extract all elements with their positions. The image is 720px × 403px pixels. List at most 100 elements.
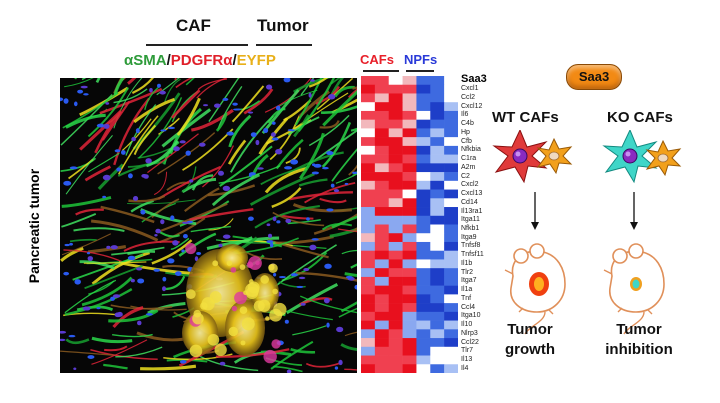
stain-marker-2: PDGFRα: [170, 52, 233, 69]
heatmap-cell: [430, 128, 445, 138]
heatmap-cell: [361, 320, 376, 330]
ko-outcome-line2: inhibition: [605, 341, 673, 358]
gene-label: Itga9: [461, 233, 477, 241]
gene-label: Tnfsf11: [461, 251, 484, 259]
heatmap-cell: [444, 224, 458, 234]
heatmap-cell: [374, 320, 390, 330]
heatmap-cell: [430, 224, 445, 234]
heatmap-cell: [416, 207, 431, 217]
gene-label: Cd14: [461, 198, 478, 206]
heatmap-cell: [402, 329, 417, 339]
gene-label: Il6: [461, 111, 469, 119]
gene-label: C1ra: [461, 155, 477, 163]
heatmap-cell: [430, 172, 445, 182]
heatmap-cell: [361, 233, 376, 243]
group-label-cafs: CAFs: [360, 52, 394, 67]
heatmap-cell: [444, 189, 458, 199]
tumor-header-rule: [256, 44, 312, 46]
gene-label: Saa3: [461, 73, 487, 85]
heatmap-cell: [374, 346, 390, 356]
pancreatic-tumor-micrograph: [60, 78, 357, 373]
heatmap-cell: [444, 285, 458, 295]
heatmap-cell: [388, 93, 403, 103]
heatmap-cell: [444, 338, 458, 348]
cafs-group-rule: [363, 70, 399, 72]
heatmap-cell: [374, 311, 390, 321]
heatmap-cell: [361, 346, 376, 356]
gene-label: Cxcl12: [461, 102, 483, 110]
heatmap-cell: [388, 76, 403, 86]
gene-label: Ccl2: [461, 93, 476, 101]
heatmap-cell: [374, 285, 390, 295]
heatmap-cell: [430, 145, 445, 155]
heatmap-cell: [402, 364, 417, 373]
heatmap-cell: [444, 276, 458, 286]
heatmap-cell: [430, 303, 445, 313]
heatmap-cell: [416, 145, 431, 155]
heatmap-cell: [388, 364, 403, 373]
gene-label: Tlr2: [461, 268, 474, 276]
heatmap-cell: [361, 224, 376, 234]
heatmap-cell: [430, 346, 445, 356]
heatmap-cell: [388, 233, 403, 243]
heatmap-cell: [388, 198, 403, 208]
heatmap-cell: [374, 207, 390, 217]
heatmap-cell: [430, 276, 445, 286]
heatmap-cell: [430, 102, 445, 112]
heatmap-cell: [430, 241, 445, 252]
heatmap-cell: [374, 102, 390, 112]
heatmap-cell: [402, 250, 417, 260]
heatmap-cell: [430, 355, 445, 365]
heatmap-cell: [388, 355, 403, 365]
heatmap-cell: [430, 163, 445, 173]
heatmap-cell: [388, 180, 403, 190]
heatmap-cell: [374, 294, 390, 304]
heatmap-cell: [361, 128, 376, 138]
heatmap-cell: [416, 84, 431, 94]
heatmap-cell: [444, 119, 458, 129]
heatmap-cell: [430, 110, 445, 120]
heatmap-cell: [388, 84, 403, 94]
heatmap-cell: [402, 346, 417, 356]
heatmap-cell: [402, 119, 417, 129]
heatmap-cell: [374, 93, 390, 103]
heatmap-cell: [361, 110, 376, 120]
heatmap-cell: [361, 241, 376, 252]
heatmap-cell: [416, 224, 431, 234]
heatmap-cell: [430, 76, 445, 86]
heatmap-cell: [416, 268, 431, 278]
heatmap-cell: [430, 285, 445, 295]
npfs-group-rule: [406, 70, 434, 72]
heatmap-cell: [402, 198, 417, 208]
heatmap-cell: [416, 154, 431, 164]
heatmap-cell: [444, 294, 458, 304]
heatmap-cell: [402, 84, 417, 94]
heatmap-cell: [430, 329, 445, 339]
heatmap-cell: [430, 294, 445, 304]
ko-cafs-label: KO CAFs: [607, 109, 673, 126]
heatmap-cell: [361, 189, 376, 199]
group-label-npfs: NPFs: [404, 52, 438, 67]
heatmap-cell: [402, 180, 417, 190]
heatmap-cell: [402, 241, 417, 252]
heatmap-cell: [444, 145, 458, 155]
gene-label: Cxcl2: [461, 181, 479, 189]
heatmap-cell: [388, 145, 403, 155]
wt-cafs-label: WT CAFs: [492, 109, 559, 126]
heatmap-cell: [402, 311, 417, 321]
heatmap-cell: [430, 233, 445, 243]
heatmap-cell: [374, 233, 390, 243]
heatmap-cell: [374, 145, 390, 155]
gene-label: Il10: [461, 321, 473, 329]
heatmap-cell: [416, 137, 431, 147]
heatmap-cell: [374, 355, 390, 365]
gene-label: C4b: [461, 120, 474, 128]
heatmap-cell: [416, 311, 431, 321]
heatmap-cell: [388, 259, 403, 269]
heatmap-cell: [374, 364, 390, 373]
heatmap-cell: [444, 207, 458, 217]
heatmap-cell: [430, 93, 445, 103]
stain-marker-3: /: [232, 52, 237, 69]
stain-marker-1: /: [166, 52, 171, 69]
heatmap-cell: [416, 189, 431, 199]
